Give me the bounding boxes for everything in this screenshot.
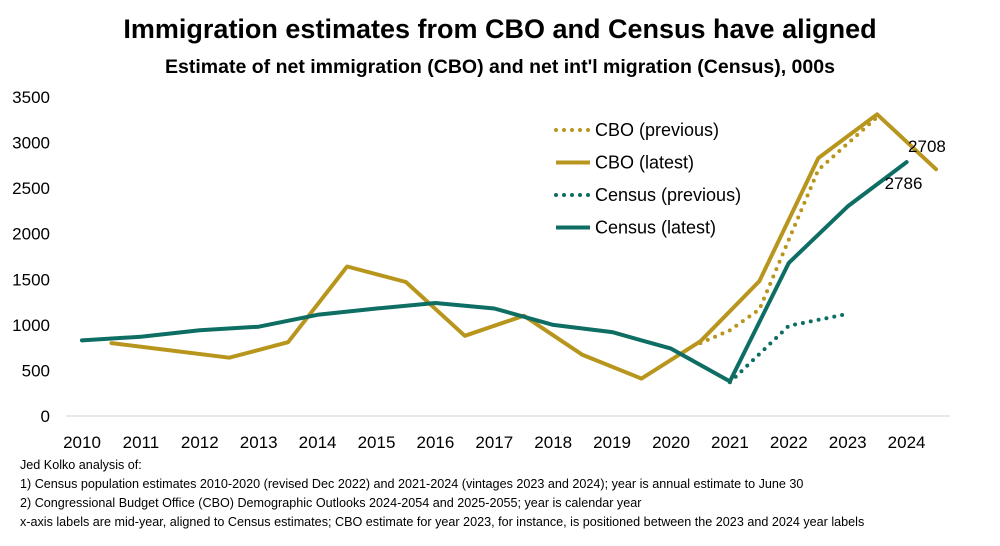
x-tick-label: 2013 bbox=[240, 433, 278, 452]
x-tick-label: 2023 bbox=[829, 433, 867, 452]
x-tick-label: 2017 bbox=[475, 433, 513, 452]
x-tick-label: 2011 bbox=[123, 433, 160, 452]
series-line-census-latest bbox=[80, 160, 909, 384]
x-tick-label: 2012 bbox=[181, 433, 219, 452]
y-axis: 0 500 1000 1500 2000 2500 3000 3500 bbox=[12, 88, 50, 426]
y-tick-label: 2500 bbox=[12, 179, 50, 198]
chart-title: Immigration estimates from CBO and Censu… bbox=[123, 14, 876, 44]
note-line-1: Jed Kolko analysis of: bbox=[20, 458, 142, 472]
legend: CBO (previous) CBO (latest) Census (previo… bbox=[554, 120, 741, 238]
data-labels: 2708 2786 bbox=[885, 137, 946, 193]
chart-subtitle: Estimate of net immigration (CBO) and ne… bbox=[165, 56, 835, 78]
legend-label-census-previous: Census (previous) bbox=[595, 185, 741, 205]
x-tick-label: 2020 bbox=[652, 433, 690, 452]
series-line-census-previous bbox=[727, 311, 850, 385]
x-tick-label: 2018 bbox=[534, 433, 572, 452]
series-lines bbox=[80, 112, 938, 385]
y-tick-label: 500 bbox=[22, 361, 50, 380]
data-label-census-latest: 2786 bbox=[885, 174, 923, 193]
x-tick-label: 2022 bbox=[770, 433, 808, 452]
source-notes: Jed Kolko analysis of: 1) Census populat… bbox=[20, 456, 995, 532]
legend-label-cbo-latest: CBO (latest) bbox=[595, 153, 694, 173]
note-line-3: 2) Congressional Budget Office (CBO) Dem… bbox=[20, 496, 642, 510]
x-tick-label: 2021 bbox=[711, 433, 749, 452]
x-tick-label: 2014 bbox=[299, 433, 337, 452]
y-tick-label: 0 bbox=[41, 407, 50, 426]
x-tick-label: 2010 bbox=[63, 433, 101, 452]
x-tick-label: 2016 bbox=[416, 433, 454, 452]
legend-label-cbo-previous: CBO (previous) bbox=[595, 120, 719, 140]
y-tick-label: 1500 bbox=[12, 270, 50, 289]
y-tick-label: 3000 bbox=[12, 134, 50, 153]
series-line-cbo-latest bbox=[109, 112, 938, 381]
y-tick-label: 3500 bbox=[12, 88, 50, 107]
x-axis: 2010 2011 2012 2013 2014 2015 2016 2017 2018 2019… bbox=[63, 433, 925, 452]
data-label-cbo-latest: 2708 bbox=[908, 137, 946, 156]
y-tick-label: 2000 bbox=[12, 225, 50, 244]
legend-label-census-latest: Census (latest) bbox=[595, 218, 716, 238]
x-tick-label: 2015 bbox=[358, 433, 396, 452]
note-line-4: x-axis labels are mid-year, aligned to C… bbox=[20, 515, 865, 529]
note-line-2: 1) Census population estimates 2010-2020… bbox=[20, 477, 804, 491]
y-tick-label: 1000 bbox=[12, 316, 50, 335]
series-line-cbo-previous bbox=[698, 115, 880, 346]
x-tick-label: 2019 bbox=[593, 433, 631, 452]
x-tick-label: 2024 bbox=[888, 433, 926, 452]
